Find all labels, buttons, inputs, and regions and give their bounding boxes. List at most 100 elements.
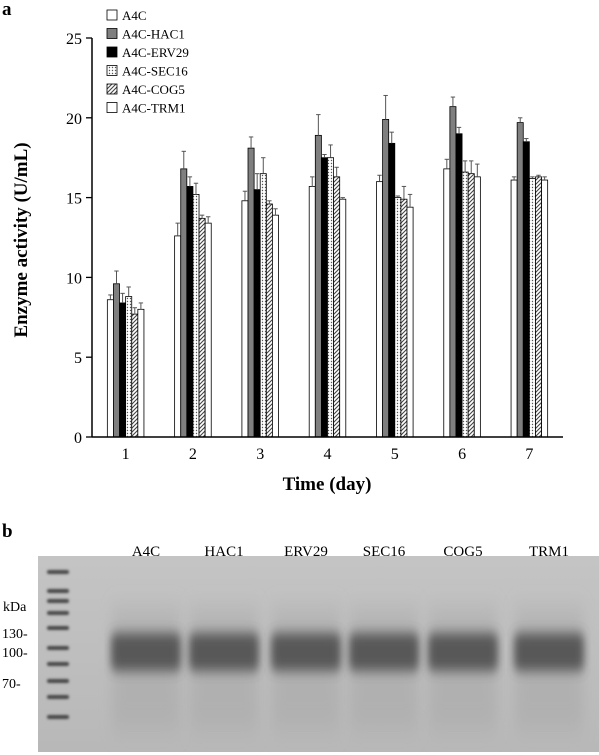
ladder-band (47, 646, 69, 650)
bar-a4c-sec16-day-2 (192, 194, 200, 438)
y-axis-label: Enzyme activity (U/mL) (11, 142, 32, 337)
bar-a4c-trm1-day-3 (272, 214, 279, 438)
y-tick-label: 15 (66, 191, 82, 208)
bar-a4c-cog5-day-4 (333, 176, 341, 438)
gel-lane-label-erv29: ERV29 (284, 544, 328, 560)
gel-band-a4c (111, 633, 181, 671)
gel-band-erv29 (271, 633, 341, 671)
y-tick-label: 0 (74, 430, 82, 447)
gel-band-trm1 (514, 633, 584, 671)
bar-a4c-trm1-day-2 (204, 222, 212, 438)
bar-a4c-hac1-day-1 (113, 283, 120, 438)
x-tick-label: 2 (189, 446, 197, 463)
gel-image: A4C HAC1 ERV29 SEC16 COG5 TRM1 kDa 130- 100- 70… (2, 544, 599, 752)
legend-label-a4c: A4C (122, 8, 147, 23)
bar-a4c-erv29-day-4 (320, 157, 328, 438)
gel-lane-label-trm1: TRM1 (529, 544, 569, 560)
bar-a4c-day-5 (376, 181, 383, 438)
gel-marker-label: 100- (2, 646, 28, 661)
ladder-band (47, 589, 69, 593)
bar-a4c-trm1-day-4 (339, 198, 347, 438)
bar-a4c-sec16-day-6 (461, 171, 469, 438)
x-tick-label: 1 (122, 446, 130, 463)
bar-a4c-cog5-day-3 (265, 203, 273, 438)
bar-a4c-erv29-day-5 (388, 142, 396, 438)
bar-a4c-erv29-day-7 (522, 141, 530, 438)
gel-marker-label: 130- (2, 627, 28, 642)
bar-a4c-hac1-day-6 (449, 106, 457, 438)
bar-a4c-hac1-day-3 (247, 147, 255, 438)
bar-a4c-hac1-day-5 (382, 119, 390, 438)
bar-a4c-erv29-day-1 (119, 302, 127, 438)
legend-swatch-a4c-cog5 (106, 83, 118, 95)
bar-chart: 0 5 10 15 20 25 1 2 3 4 5 6 7 Enzyme activity (U/mL… (11, 8, 563, 495)
gel-lane-label-cog5: COG5 (443, 544, 482, 560)
gel-lane-label-a4c: A4C (132, 544, 160, 560)
legend-swatch-a4c-trm1 (106, 102, 118, 113)
x-tick-label: 6 (458, 446, 466, 463)
gel-band-sec16 (349, 633, 419, 671)
gel-bands (111, 633, 584, 671)
bar-a4c-sec16-day-3 (259, 173, 267, 438)
legend-label-a4c-hac1: A4C-HAC1 (122, 27, 185, 42)
bar-a4c-erv29-day-2 (186, 186, 194, 438)
bar-a4c-hac1-day-2 (180, 168, 188, 438)
bar-a4c-cog5-day-7 (535, 176, 542, 438)
y-tick-label: 10 (66, 270, 82, 287)
ladder-band (47, 715, 69, 719)
y-tick-label: 5 (74, 350, 82, 367)
bar-a4c-cog5-day-1 (131, 313, 139, 438)
bar-a4c-sec16-day-1 (125, 296, 133, 438)
legend-swatch-a4c-erv29 (106, 46, 118, 58)
x-axis-label: Time (day) (283, 474, 372, 495)
legend-swatch-a4c (106, 9, 118, 21)
x-tick-label: 3 (256, 446, 264, 463)
x-ticks: 1 2 3 4 5 6 7 (122, 446, 534, 463)
y-tick-label: 25 (66, 31, 82, 48)
panel-label-a: a (2, 0, 12, 20)
legend: A4C A4C-HAC1 A4C-ERV29 A4C-SEC16 A4C-COG5 A4C… (106, 8, 189, 116)
bar-a4c-day-7 (510, 179, 518, 438)
bar-a4c-day-4 (308, 186, 316, 438)
ladder-band (47, 611, 69, 615)
bar-a4c-cog5-day-2 (198, 217, 206, 438)
bar-a4c-hac1-day-7 (516, 122, 524, 438)
legend-swatch-a4c-hac1 (106, 28, 118, 39)
bar-a4c-trm1-day-1 (137, 308, 145, 438)
bar-a4c-sec16-day-4 (327, 157, 334, 438)
bar-a4c-day-1 (106, 299, 114, 438)
gel-lane-label-hac1: HAC1 (204, 544, 243, 560)
gel-lane-label-sec16: SEC16 (363, 544, 406, 560)
error-bars-layer (108, 94, 547, 315)
x-tick-label: 7 (525, 446, 533, 463)
x-tick-label: 4 (324, 446, 332, 463)
gel-band-cog5 (428, 633, 498, 671)
bar-a4c-day-3 (241, 200, 249, 438)
y-tick-label: 20 (66, 111, 82, 128)
legend-label-a4c-trm1: A4C-TRM1 (122, 101, 186, 116)
ladder-bands (47, 570, 69, 719)
bars-layer (106, 106, 549, 438)
gel-marker-label: 70- (2, 677, 21, 692)
ladder-band (47, 695, 69, 699)
bar-a4c-sec16-day-5 (394, 197, 402, 438)
legend-label-a4c-cog5: A4C-COG5 (122, 82, 185, 97)
gel-markers: 130- 100- 70- (2, 627, 28, 692)
ladder-band (47, 679, 69, 683)
bar-a4c-cog5-day-5 (400, 198, 408, 438)
kda-label: kDa (3, 600, 27, 615)
bar-a4c-day-2 (174, 235, 182, 438)
bar-a4c-trm1-day-6 (473, 176, 481, 438)
ladder-band (47, 570, 69, 574)
bar-a4c-erv29-day-6 (455, 133, 463, 438)
ladder-band (47, 662, 69, 666)
gel-band-hac1 (189, 633, 259, 671)
bar-a4c-cog5-day-6 (467, 173, 475, 438)
y-ticks: 0 5 10 15 20 25 (66, 31, 92, 447)
gel-lane-labels: A4C HAC1 ERV29 SEC16 COG5 TRM1 (132, 544, 569, 560)
bar-a4c-hac1-day-4 (314, 134, 322, 438)
ladder-band (47, 626, 69, 630)
panel-label-b: b (2, 521, 13, 542)
legend-label-a4c-erv29: A4C-ERV29 (122, 45, 189, 60)
